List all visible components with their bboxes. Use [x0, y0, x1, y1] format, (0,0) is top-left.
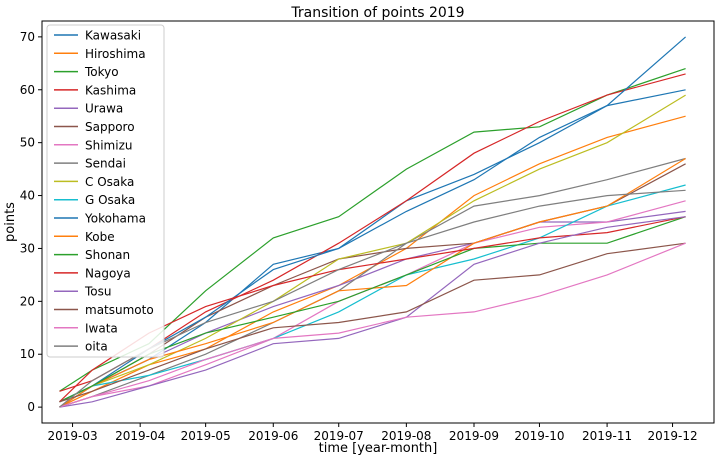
chart-title: Transition of points 2019 [290, 5, 464, 21]
series-line-10 [59, 36, 686, 408]
x-tick-label-8: 2019-11 [582, 429, 632, 443]
legend-label-10: Yokohama [84, 212, 146, 226]
series-line-17 [59, 189, 686, 408]
legend-label-16: Iwata [85, 321, 118, 335]
legend-label-11: Kobe [85, 230, 115, 244]
x-tick-label-1: 2019-04 [115, 429, 165, 443]
legend-items: Kawasaki Hiroshima Tokyo Kashima Urawa Sappor… [54, 29, 154, 354]
legend-label-1: Hiroshima [85, 47, 146, 61]
series-line-8 [59, 94, 686, 403]
y-axis: 0 10 20 30 40 50 60 70 [20, 30, 42, 414]
x-tick-label-0: 2019-03 [47, 429, 97, 443]
legend-label-9: G Osaka [85, 193, 135, 207]
legend-label-12: Shonan [85, 248, 130, 262]
plot-frame [41, 20, 715, 424]
legend-label-5: Sapporo [85, 120, 135, 134]
x-tick-label-6: 2019-09 [449, 429, 499, 443]
y-axis-label: points [3, 202, 18, 242]
series-line-9 [59, 184, 686, 403]
x-tick-label-4: 2019-07 [314, 429, 364, 443]
series-line-15 [59, 242, 686, 403]
x-tick-label-5: 2019-08 [381, 429, 431, 443]
legend-label-8: C Osaka [85, 175, 134, 189]
y-tick-label-3: 30 [20, 241, 35, 255]
series-line-11 [59, 157, 686, 408]
legend-label-2: Tokyo [84, 65, 119, 79]
legend-label-13: Nagoya [85, 266, 131, 280]
y-tick-label-0: 0 [27, 400, 35, 414]
x-axis: 2019-03 2019-04 2019-05 2019-06 2019-07 2019-… [47, 423, 698, 443]
series-line-14 [59, 216, 686, 408]
legend: Kawasaki Hiroshima Tokyo Kashima Urawa Sappor… [46, 24, 165, 358]
series-line-16 [59, 242, 686, 408]
legend-label-6: Shimizu [85, 138, 132, 152]
x-tick-label-2: 2019-05 [181, 429, 231, 443]
y-tick-label-1: 10 [20, 347, 35, 361]
legend-label-4: Urawa [85, 102, 123, 116]
y-tick-label-5: 50 [20, 136, 35, 150]
y-tick-label-7: 70 [20, 30, 35, 44]
y-tick-label-4: 40 [20, 189, 35, 203]
x-axis-label: time [year-month] [319, 441, 438, 456]
series-layer [59, 36, 686, 408]
legend-label-3: Kashima [85, 83, 136, 97]
y-tick-label-6: 60 [20, 83, 35, 97]
legend-label-17: oita [85, 340, 108, 354]
x-tick-label-3: 2019-06 [248, 429, 298, 443]
legend-label-0: Kawasaki [85, 29, 141, 43]
legend-label-14: Tosu [84, 285, 112, 299]
legend-label-15: matsumoto [85, 303, 154, 317]
x-tick-label-7: 2019-10 [514, 429, 564, 443]
series-line-12 [59, 216, 686, 403]
legend-label-7: Sendai [85, 157, 126, 171]
x-tick-label-9: 2019-12 [647, 429, 697, 443]
y-tick-label-2: 20 [20, 294, 35, 308]
